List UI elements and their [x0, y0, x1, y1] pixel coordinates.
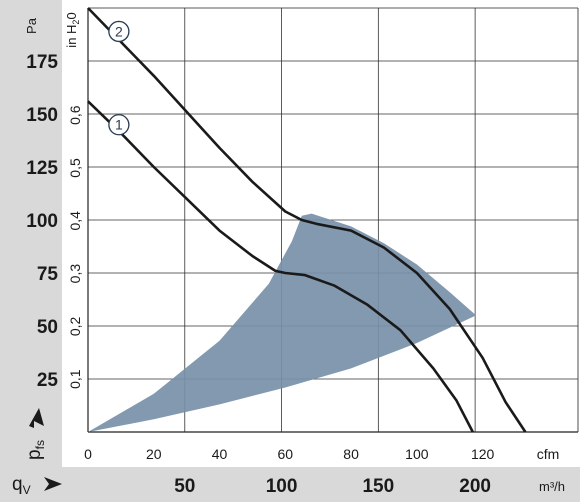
x-axis-cfm-tick-label: 40 [212, 446, 228, 462]
y-axis-inh2o-tick-label: 0,6 [67, 105, 83, 125]
flow-symbol-main: q [12, 474, 23, 495]
axis-band-bottom [0, 467, 580, 502]
axis-band-left [0, 0, 62, 502]
x-axis-m3h-unit: m³/h [539, 479, 565, 494]
y-axis-pa-tick-label: 125 [26, 158, 58, 179]
plot-area: 12 [87, 7, 579, 433]
flow-symbol-label: qV [12, 474, 31, 497]
x-axis-cfm-unit: cfm [537, 446, 560, 462]
flow-symbol-sub: V [23, 483, 31, 497]
x-axis-m3h-tick-label: 50 [174, 476, 195, 497]
y-axis-inh2o-ticks: 0,1 0,2 0,3 0,4 0,5 0,6 [67, 105, 83, 389]
pressure-symbol-sub: fs [33, 440, 47, 449]
curve-markers: 12 [108, 20, 130, 136]
curve-marker-circle [108, 114, 130, 136]
x-axis-cfm-tick-label: 100 [405, 446, 429, 462]
x-axis-cfm-tick-label: 120 [471, 446, 495, 462]
y-axis-pa-tick-label: 75 [37, 264, 59, 285]
y-axis-inh2o-tick-label: 0,2 [67, 316, 83, 336]
x-axis-m3h-tick-label: 200 [459, 476, 491, 497]
pressure-arrow-icon [29, 408, 44, 428]
y-axis-pa-ticks: 25 50 75 100 125 150 175 [26, 52, 58, 391]
operating-range-area [88, 213, 477, 432]
y-axis-inh2o-unit-tail: 0 [64, 12, 79, 19]
pressure-symbol-label: pfs [24, 440, 47, 460]
y-axis-inh2o-unit-sub: 2 [71, 20, 81, 25]
y-axis-inh2o-tick-label: 0,3 [67, 264, 83, 284]
x-axis-cfm: 0 20 40 60 80 100 120 cfm [84, 446, 559, 462]
y-axis-pa-tick-label: 50 [37, 317, 58, 338]
y-axis-pa-tick-label: 25 [37, 370, 59, 391]
y-axis-pa-tick-label: 100 [26, 211, 58, 232]
fan-curve-line [87, 7, 527, 433]
x-axis-m3h-tick-label: 100 [266, 476, 298, 497]
y-axis-pa-unit: Pa [24, 17, 39, 34]
x-axis-cfm-tick-label: 20 [146, 446, 162, 462]
x-axis-m3h-ticks: 50 100 150 200 [174, 476, 491, 497]
y-axis-pa-tick-label: 150 [26, 105, 58, 126]
y-axis-inh2o-tick-label: 0,4 [67, 211, 83, 231]
x-axis-cfm-tick-label: 60 [278, 446, 294, 462]
fan-curve-line [87, 100, 474, 433]
grid [87, 7, 579, 433]
y-axis-inh2o-tick-label: 0,1 [67, 369, 83, 389]
x-axis-m3h: qV 50 100 150 200 m³/h [12, 474, 565, 497]
x-axis-cfm-ticks: 0 20 40 60 80 100 120 [84, 446, 494, 462]
y-axis-inh2o-unit: in H20 [64, 12, 81, 47]
y-axis-pa: Pa 25 50 75 100 125 150 175 [24, 17, 58, 391]
fan-curves [87, 7, 527, 433]
y-axis-inh2o-unit-main: in H [64, 25, 79, 48]
y-axis-inh2o-tick-label: 0,5 [67, 158, 83, 178]
y-axis-pa-tick-label: 175 [26, 52, 58, 73]
x-axis-m3h-tick-label: 150 [362, 476, 394, 497]
x-axis-cfm-tick-label: 0 [84, 446, 92, 462]
flow-arrow-icon [44, 477, 62, 491]
curve-marker-label: 2 [115, 23, 123, 39]
curve-marker-circle [108, 20, 130, 43]
bottom-axis-panel [0, 467, 580, 502]
y-axis-inh2o: in H20 0,1 0,2 0,3 0,4 0,5 0,6 [64, 12, 83, 389]
left-axis-panel [0, 0, 62, 502]
pressure-symbol-main: p [24, 449, 45, 460]
curve-marker-label: 1 [115, 117, 123, 133]
pressure-symbol: pfs [24, 408, 47, 460]
x-axis-cfm-tick-label: 80 [343, 446, 359, 462]
